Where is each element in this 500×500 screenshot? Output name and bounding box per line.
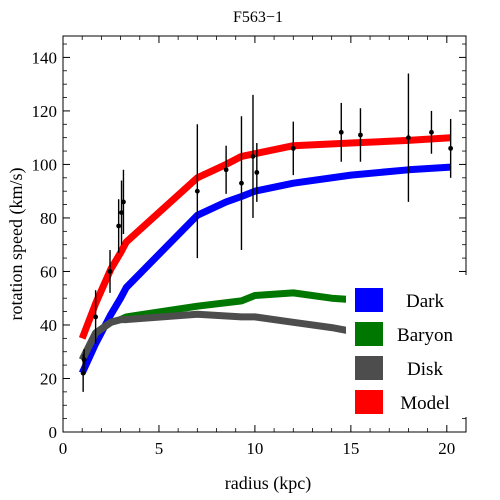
observed-point xyxy=(448,145,454,151)
legend-swatch-disk xyxy=(355,356,383,380)
y-tick-label: 140 xyxy=(32,48,58,67)
x-tick-label: 0 xyxy=(59,439,68,458)
observed-point xyxy=(250,154,256,159)
observed-point xyxy=(254,170,260,175)
observed-point xyxy=(93,314,99,320)
legend-swatch-dark xyxy=(355,288,383,312)
x-tick-label: 10 xyxy=(246,439,263,458)
observed-point xyxy=(81,357,87,363)
series-line-disk xyxy=(79,310,362,362)
observed-point xyxy=(107,269,113,274)
observed-point xyxy=(194,188,200,194)
observed-point xyxy=(358,132,363,138)
y-tick-label: 40 xyxy=(40,316,57,335)
legend-swatch-baryon xyxy=(355,322,383,346)
legend: Dark Baryon Disk Model xyxy=(346,275,468,417)
observed-point xyxy=(290,145,296,151)
legend-label-model: Model xyxy=(400,393,450,414)
legend-label-disk: Disk xyxy=(407,359,443,380)
legend-label-baryon: Baryon xyxy=(397,325,453,346)
y-tick-label: 100 xyxy=(32,155,58,174)
observed-point xyxy=(406,135,411,141)
legend-label-dark: Dark xyxy=(406,291,444,312)
plot-border xyxy=(62,35,467,433)
legend-swatch-model xyxy=(355,390,383,414)
axis-ticks: 0 5 10 15 20 0 20 40 60 80 100 120 140 xyxy=(32,36,467,458)
observed-points xyxy=(80,73,454,392)
observed-point xyxy=(429,129,434,135)
observed-point xyxy=(239,180,244,186)
observed-point xyxy=(121,199,126,205)
observed-point xyxy=(223,167,229,173)
x-tick-label: 15 xyxy=(342,439,359,458)
x-axis-title: radius (kpc) xyxy=(225,473,311,494)
x-tick-label: 5 xyxy=(155,439,164,458)
y-axis-title: rotation speed (km/s) xyxy=(6,168,27,321)
y-tick-label: 120 xyxy=(32,102,58,121)
observed-point xyxy=(80,370,86,376)
y-tick-label: 60 xyxy=(40,262,57,281)
observed-point xyxy=(338,129,344,135)
observed-point xyxy=(119,210,124,215)
series-line-dark xyxy=(79,163,451,375)
x-tick-label: 20 xyxy=(438,439,455,458)
observed-point xyxy=(116,223,122,229)
y-tick-label: 80 xyxy=(40,209,57,228)
chart-title: F563−1 xyxy=(233,9,283,26)
y-tick-label: 20 xyxy=(40,369,57,388)
y-tick-label: 0 xyxy=(49,423,58,442)
plot-frame xyxy=(62,35,467,433)
